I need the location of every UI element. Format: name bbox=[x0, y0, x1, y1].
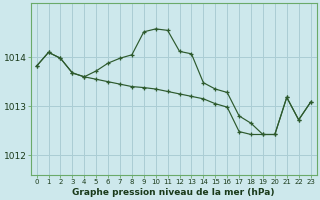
X-axis label: Graphe pression niveau de la mer (hPa): Graphe pression niveau de la mer (hPa) bbox=[72, 188, 275, 197]
